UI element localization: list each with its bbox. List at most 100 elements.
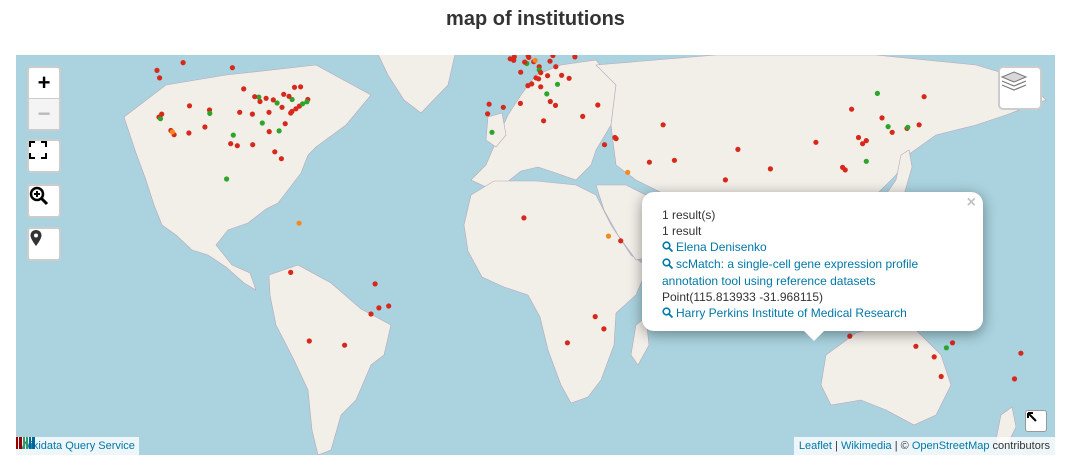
institution-marker[interactable] — [889, 129, 895, 135]
institution-marker[interactable] — [931, 354, 937, 360]
zoom-in-button[interactable]: + — [37, 70, 51, 95]
institution-marker[interactable] — [186, 103, 193, 109]
institution-marker[interactable] — [229, 65, 235, 71]
institution-marker[interactable] — [913, 343, 919, 349]
institution-marker[interactable] — [921, 94, 927, 100]
institution-marker[interactable] — [874, 90, 881, 96]
institution-marker[interactable] — [249, 111, 255, 117]
minimap-toggle-button[interactable] — [1025, 410, 1047, 432]
institution-marker[interactable] — [552, 102, 559, 108]
institution-marker[interactable] — [169, 129, 175, 135]
institution-marker[interactable] — [289, 108, 295, 115]
institution-marker[interactable] — [916, 122, 922, 128]
institution-marker[interactable] — [230, 132, 236, 138]
institution-marker[interactable] — [257, 98, 263, 105]
institution-marker[interactable] — [293, 106, 299, 112]
institution-marker[interactable] — [601, 326, 607, 332]
institution-marker[interactable] — [849, 106, 855, 112]
institution-marker[interactable] — [580, 113, 586, 119]
institution-marker[interactable] — [372, 281, 378, 287]
institution-marker[interactable] — [500, 104, 506, 110]
institution-marker[interactable] — [544, 91, 550, 97]
wikimedia-link[interactable]: Wikimedia — [840, 440, 892, 452]
institution-marker[interactable] — [601, 142, 608, 148]
fullscreen-button[interactable] — [29, 141, 59, 171]
institution-marker[interactable] — [550, 55, 556, 59]
institution-marker[interactable] — [522, 59, 528, 65]
institution-marker[interactable] — [228, 141, 234, 147]
institution-marker[interactable] — [304, 99, 310, 105]
institution-marker[interactable] — [547, 98, 553, 105]
institution-marker[interactable] — [237, 109, 243, 115]
institution-marker[interactable] — [342, 342, 348, 348]
institution-marker[interactable] — [259, 120, 265, 126]
institution-marker[interactable] — [507, 56, 513, 62]
institution-marker[interactable] — [553, 64, 559, 70]
institution-marker[interactable] — [605, 233, 612, 239]
institution-marker[interactable] — [288, 269, 294, 275]
institution-marker[interactable] — [270, 97, 276, 103]
institution-marker[interactable] — [735, 146, 741, 152]
institution-marker[interactable] — [279, 104, 285, 110]
institution-marker[interactable] — [485, 111, 491, 117]
institution-marker[interactable] — [532, 57, 538, 63]
institution-marker[interactable] — [613, 136, 619, 142]
institution-marker[interactable] — [533, 75, 539, 81]
institution-marker[interactable] — [263, 95, 269, 101]
institution-marker[interactable] — [660, 122, 666, 128]
institution-marker[interactable] — [863, 158, 869, 164]
institution-marker[interactable] — [949, 340, 956, 346]
institution-marker[interactable] — [272, 149, 278, 155]
institution-marker[interactable] — [241, 86, 247, 92]
institution-marker[interactable] — [879, 115, 885, 121]
institution-marker[interactable] — [252, 94, 258, 100]
institution-marker[interactable] — [529, 81, 535, 87]
locate-button[interactable] — [29, 229, 59, 259]
institution-marker[interactable] — [572, 55, 578, 60]
institution-marker[interactable] — [266, 109, 272, 115]
wikidata-query-service-link[interactable]: Wikidata Query Service — [20, 440, 135, 452]
institution-marker[interactable] — [1011, 376, 1018, 382]
institution-marker[interactable] — [564, 340, 571, 346]
institution-marker[interactable] — [296, 220, 302, 226]
institution-marker[interactable] — [256, 94, 262, 100]
institution-marker[interactable] — [180, 60, 186, 66]
institution-marker[interactable] — [159, 111, 165, 117]
institution-marker[interactable] — [526, 55, 532, 60]
institution-marker[interactable] — [276, 128, 282, 134]
institution-marker[interactable] — [646, 159, 653, 165]
institution-marker[interactable] — [286, 93, 292, 99]
institution-marker[interactable] — [1018, 350, 1024, 356]
popup-institution-link[interactable]: Harry Perkins Institute of Medical Resea… — [676, 306, 907, 320]
institution-marker[interactable] — [860, 141, 866, 147]
zoom-out-button[interactable]: − — [29, 98, 59, 129]
institution-marker[interactable] — [541, 118, 547, 124]
institution-marker[interactable] — [813, 139, 819, 145]
institution-marker[interactable] — [566, 75, 572, 81]
institution-marker[interactable] — [847, 333, 853, 339]
institution-marker[interactable] — [554, 81, 561, 87]
institution-marker[interactable] — [154, 67, 160, 73]
institution-marker[interactable] — [905, 124, 911, 130]
popup-close-button[interactable]: × — [966, 194, 976, 211]
institution-marker[interactable] — [376, 305, 382, 311]
institution-marker[interactable] — [559, 72, 565, 78]
institution-marker[interactable] — [885, 124, 891, 130]
institution-marker[interactable] — [186, 130, 192, 136]
institution-marker[interactable] — [592, 314, 598, 320]
institution-marker[interactable] — [234, 143, 240, 149]
institution-marker[interactable] — [368, 311, 374, 317]
institution-marker[interactable] — [386, 303, 392, 309]
institution-marker[interactable] — [840, 164, 846, 170]
institution-marker[interactable] — [202, 124, 208, 130]
popup-author-link[interactable]: Elena Denisenko — [676, 240, 767, 254]
institution-marker[interactable] — [517, 100, 523, 106]
institution-marker[interactable] — [250, 142, 256, 148]
institution-marker[interactable] — [547, 58, 553, 64]
institution-marker[interactable] — [518, 69, 524, 75]
zoom-to-results-button[interactable] — [29, 186, 59, 216]
institution-marker[interactable] — [863, 138, 869, 144]
institution-marker[interactable] — [489, 129, 495, 135]
marker-layer[interactable] — [154, 55, 1024, 382]
institution-marker[interactable] — [545, 73, 551, 79]
